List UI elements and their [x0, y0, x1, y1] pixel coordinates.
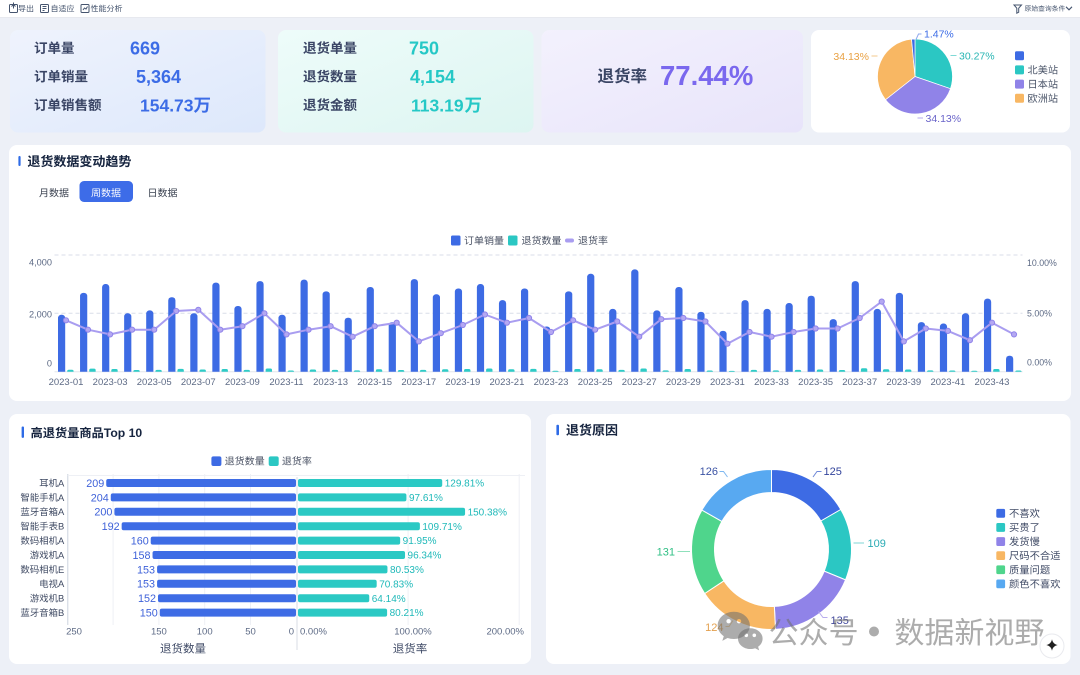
- svg-text:A: A: [58, 549, 65, 560]
- svg-text:153: 153: [137, 564, 155, 576]
- svg-text:129.81%: 129.81%: [445, 479, 485, 490]
- svg-text:4,000: 4,000: [29, 258, 52, 268]
- svg-text:91.95%: 91.95%: [403, 536, 437, 547]
- svg-text:109: 109: [868, 538, 886, 550]
- svg-text:2023-35: 2023-35: [798, 377, 833, 388]
- svg-text:204: 204: [91, 492, 109, 504]
- svg-text:B: B: [58, 521, 64, 532]
- svg-text:0.00%: 0.00%: [300, 626, 327, 637]
- svg-text:2023-33: 2023-33: [754, 377, 789, 388]
- svg-text:2023-21: 2023-21: [490, 377, 525, 388]
- svg-text:2023-17: 2023-17: [401, 377, 436, 388]
- svg-text:80.53%: 80.53%: [390, 565, 424, 576]
- svg-text:64.14%: 64.14%: [372, 594, 406, 605]
- svg-text:A: A: [58, 492, 65, 503]
- svg-text:150: 150: [140, 608, 158, 620]
- svg-text:200.00%: 200.00%: [486, 626, 524, 637]
- svg-text:2023-39: 2023-39: [886, 377, 921, 388]
- svg-text:200: 200: [94, 507, 112, 519]
- svg-text:109.71%: 109.71%: [422, 522, 462, 533]
- svg-text:77.44%: 77.44%: [660, 60, 753, 91]
- svg-text:2023-05: 2023-05: [137, 377, 172, 388]
- svg-text:80.21%: 80.21%: [390, 608, 424, 619]
- svg-text:154.73: 154.73: [140, 95, 194, 115]
- svg-text:A: A: [58, 535, 65, 546]
- svg-text:2023-29: 2023-29: [666, 377, 701, 388]
- svg-text:2023-01: 2023-01: [49, 377, 84, 388]
- svg-text:250: 250: [66, 626, 82, 637]
- svg-text:2023-23: 2023-23: [534, 377, 569, 388]
- svg-text:2023-13: 2023-13: [313, 377, 348, 388]
- svg-text:0: 0: [47, 359, 52, 369]
- svg-text:131: 131: [657, 546, 675, 558]
- svg-text:160: 160: [131, 536, 149, 548]
- svg-text:96.34%: 96.34%: [408, 551, 442, 562]
- svg-text:1.47%: 1.47%: [924, 28, 954, 40]
- svg-text:4,154: 4,154: [410, 67, 455, 87]
- svg-text:30.27%: 30.27%: [959, 50, 995, 62]
- svg-text:5.00%: 5.00%: [1027, 308, 1052, 318]
- svg-text:34.13%: 34.13%: [833, 51, 869, 63]
- svg-text:A: A: [58, 578, 65, 589]
- svg-text:2023-41: 2023-41: [930, 377, 965, 388]
- svg-text:158: 158: [133, 550, 151, 562]
- svg-text:113.19: 113.19: [411, 95, 464, 115]
- svg-text:209: 209: [86, 478, 104, 490]
- svg-text:97.61%: 97.61%: [409, 493, 443, 504]
- svg-text:5,364: 5,364: [136, 67, 181, 87]
- svg-text:2023-11: 2023-11: [269, 377, 303, 388]
- svg-text:2023-07: 2023-07: [181, 377, 216, 388]
- svg-text:2023-25: 2023-25: [578, 377, 613, 388]
- svg-text:100: 100: [197, 626, 213, 637]
- svg-text:192: 192: [102, 521, 120, 533]
- svg-text:E: E: [58, 564, 64, 575]
- svg-text:100.00%: 100.00%: [394, 626, 432, 637]
- svg-text:126: 126: [700, 466, 718, 478]
- svg-text:2023-15: 2023-15: [357, 377, 392, 388]
- svg-text:B: B: [58, 593, 64, 604]
- svg-text:0: 0: [289, 626, 294, 637]
- svg-text:70.83%: 70.83%: [379, 579, 413, 590]
- svg-text:50: 50: [245, 626, 256, 637]
- svg-text:A: A: [58, 506, 65, 517]
- svg-text:150.38%: 150.38%: [468, 507, 508, 518]
- svg-text:152: 152: [138, 593, 156, 605]
- svg-text:0.00%: 0.00%: [1027, 358, 1052, 368]
- svg-text:2,000: 2,000: [29, 309, 52, 319]
- svg-text:34.13%: 34.13%: [926, 113, 962, 125]
- svg-text:2023-03: 2023-03: [93, 377, 128, 388]
- svg-text:669: 669: [130, 38, 160, 58]
- svg-text:750: 750: [409, 38, 439, 58]
- svg-text:150: 150: [151, 626, 167, 637]
- svg-text:Top 10: Top 10: [104, 426, 143, 440]
- svg-text:125: 125: [824, 466, 842, 478]
- svg-text:2023-37: 2023-37: [842, 377, 877, 388]
- svg-text:2023-27: 2023-27: [622, 377, 657, 388]
- svg-text:153: 153: [137, 579, 155, 591]
- svg-text:A: A: [58, 477, 65, 488]
- svg-text:2023-19: 2023-19: [445, 377, 480, 388]
- svg-text:10.00%: 10.00%: [1027, 258, 1057, 268]
- svg-text:2023-31: 2023-31: [710, 377, 745, 388]
- svg-text:2023-09: 2023-09: [225, 377, 260, 388]
- svg-text:2023-43: 2023-43: [975, 377, 1010, 388]
- svg-text:B: B: [58, 607, 64, 618]
